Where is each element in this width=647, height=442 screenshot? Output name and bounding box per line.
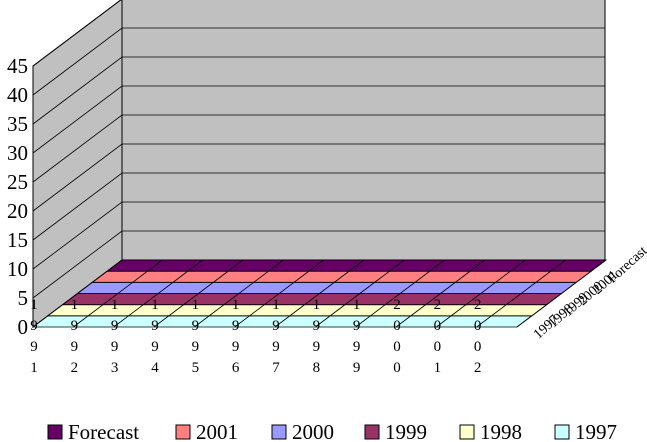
gridline	[32, 143, 605, 212]
category-separator	[476, 259, 566, 328]
y-tick-label: 20	[7, 199, 28, 223]
legend-label: 2000	[292, 420, 334, 442]
legend-label: 1998	[480, 420, 522, 442]
depth-tick-label: Forecast	[605, 244, 647, 287]
y-tick-label: 15	[7, 228, 28, 252]
gridline	[32, 56, 605, 125]
x-tick-label: 1994	[147, 297, 163, 381]
x-tick-label: 1999	[349, 297, 365, 381]
y-tick-label: 40	[7, 83, 28, 107]
legend-swatch	[364, 424, 380, 440]
legend-label: 1999	[385, 420, 427, 442]
x-tick-label: 2002	[470, 297, 486, 381]
legend-label: 2001	[196, 420, 238, 442]
y-tick-label: 25	[7, 170, 28, 194]
legend: Forecast 2001 2000 1999 1998 1997	[47, 420, 617, 442]
y-tick-label: 5	[18, 286, 29, 310]
chart-floor	[31, 259, 608, 328]
legend-label: Forecast	[68, 420, 139, 442]
y-tick-label: 45	[7, 54, 28, 78]
x-tick-label: 1995	[187, 297, 203, 381]
x-tick-label: 1991	[26, 297, 42, 381]
y-tick-label: 10	[7, 257, 28, 281]
category-separator	[194, 259, 284, 328]
category-separator	[395, 259, 486, 328]
category-separator	[32, 259, 123, 328]
x-tick-label: 1992	[66, 297, 82, 381]
y-tick-label: 30	[7, 141, 28, 165]
legend-swatch	[175, 424, 191, 440]
category-separator	[113, 259, 203, 328]
x-tick-label: 1997	[268, 297, 284, 381]
category-separator	[355, 259, 445, 328]
category-separator	[315, 259, 405, 328]
y-tick-label: 0	[18, 315, 29, 339]
legend-swatch	[459, 424, 475, 440]
gridline	[32, 27, 605, 96]
gridline	[32, 230, 605, 299]
back-wall	[121, 0, 606, 261]
category-separator	[436, 259, 526, 328]
category-separator	[234, 259, 324, 328]
y-tick-label: 35	[7, 112, 28, 136]
legend-swatch	[554, 424, 570, 440]
chart-walls	[32, 0, 606, 329]
x-tick-label: 1998	[308, 297, 324, 381]
x-tick-label: 2001	[429, 297, 445, 381]
x-tick-label: 2000	[389, 297, 405, 381]
gridline	[32, 201, 605, 270]
gridline	[32, 172, 605, 241]
gridline	[32, 0, 122, 67]
x-tick-label: 1996	[228, 297, 244, 381]
category-separator	[153, 259, 244, 328]
y-axis-ticks: 0 5 10 15 20 25 30 35 40 45	[7, 54, 28, 339]
gridline	[32, 114, 605, 183]
legend-label: 1997	[575, 420, 617, 442]
category-separator	[73, 259, 163, 328]
legend-swatch	[47, 424, 63, 440]
gridline	[32, 85, 605, 154]
category-separator	[516, 259, 607, 328]
x-axis-ticks: 1991 1992 1993 1994 1995 1996 1997 1998 1999 2000…	[26, 297, 486, 381]
legend-swatch	[271, 424, 287, 440]
x-tick-label: 1993	[107, 297, 123, 381]
category-separator	[274, 259, 365, 328]
